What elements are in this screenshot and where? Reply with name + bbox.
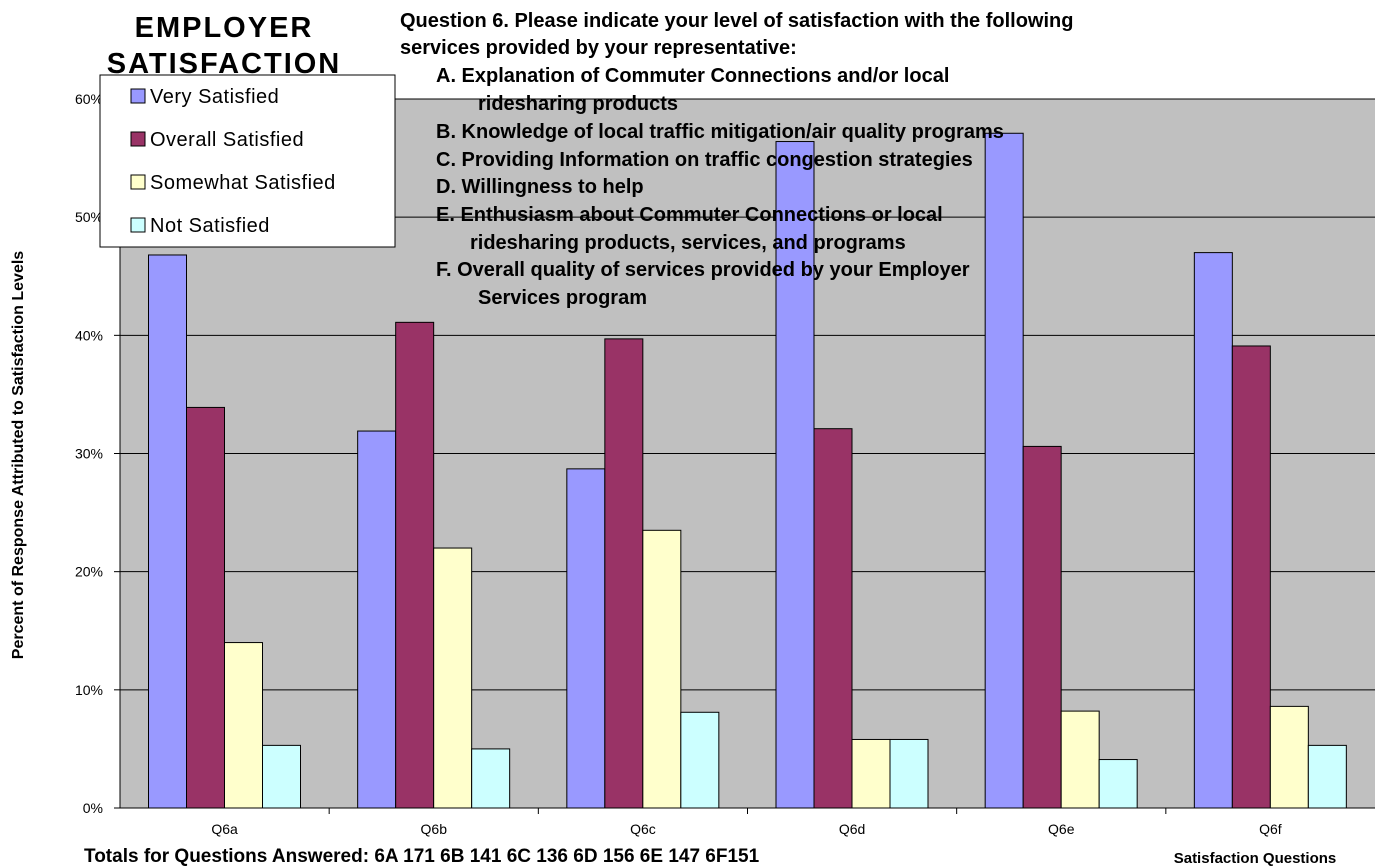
y-tick-label: 40%	[75, 327, 103, 343]
legend-label: Not Satisfied	[150, 215, 270, 237]
bar	[1231, 345, 1271, 809]
x-tick-label: Q6d	[839, 821, 865, 837]
x-tick-label: Q6b	[421, 821, 448, 837]
item-f-line-1: F. Overall quality of services provided …	[436, 259, 970, 281]
question-line-2: services provided by your representative…	[400, 37, 797, 59]
legend-label: Very Satisfied	[150, 86, 279, 108]
item-f-line-2: Services program	[478, 287, 647, 309]
item-c: C. Providing Information on traffic cong…	[436, 149, 973, 171]
y-tick-label: 20%	[75, 564, 103, 580]
item-e-line-2: ridesharing products, services, and prog…	[470, 232, 906, 254]
bar	[889, 738, 929, 809]
bar	[1022, 445, 1062, 809]
legend-label: Somewhat Satisfied	[150, 172, 336, 194]
bar	[680, 711, 720, 809]
y-tick-label: 30%	[75, 446, 103, 462]
bar	[1060, 710, 1100, 809]
axes: 0% 10% 20% 30% 40% 50% 60% Q6a Q6b Q6c Q6d Q6e Q6f	[75, 91, 1375, 837]
legend-box	[99, 74, 396, 248]
legend-items: Very Satisfied Overall Satisfied Somewhat …	[130, 86, 336, 237]
bar	[1098, 759, 1138, 809]
item-a-line-1: A. Explanation of Commuter Connections a…	[436, 65, 949, 87]
legend-swatch	[130, 131, 146, 147]
bar	[1269, 705, 1309, 809]
legend: Very Satisfied Overall Satisfied Somewhat …	[99, 74, 396, 248]
chart-title: EMPLOYER SATISFACTION	[107, 12, 340, 80]
y-tick-label: 60%	[75, 91, 103, 107]
item-a-line-2: ridesharing products	[478, 93, 678, 115]
bar	[813, 428, 853, 809]
bar	[357, 430, 397, 809]
y-tick-label: 0%	[83, 800, 103, 816]
footer-totals: Totals for Questions Answered: 6A 171 6B…	[84, 846, 760, 867]
legend-label: Overall Satisfied	[150, 129, 304, 151]
bar	[224, 642, 263, 809]
item-b: B. Knowledge of local traffic mitigation…	[436, 121, 1004, 143]
question-text: Question 6. Please indicate your level o…	[400, 10, 1073, 309]
bars	[148, 132, 1347, 809]
gridlines	[120, 98, 1375, 691]
bar	[775, 141, 815, 809]
bar	[148, 254, 187, 809]
bar	[642, 529, 682, 809]
x-axis-label: Satisfaction Questions	[1174, 850, 1337, 867]
chart-title-line-1: EMPLOYER	[135, 12, 314, 44]
item-e-line-1: E. Enthusiasm about Commuter Connections…	[436, 204, 943, 226]
bar	[566, 468, 606, 809]
y-axis-label: Percent of Response Attributed to Satisf…	[10, 251, 27, 659]
bar	[1193, 252, 1233, 809]
bar	[471, 748, 511, 809]
bar	[395, 321, 435, 809]
y-tick-label: 10%	[75, 682, 103, 698]
x-tick-label: Q6f	[1259, 821, 1282, 837]
bar	[984, 132, 1024, 809]
bar	[433, 547, 473, 809]
y-tick-label: 50%	[75, 209, 103, 225]
bar	[186, 406, 225, 809]
legend-swatch	[130, 88, 146, 104]
x-tick-label: Q6c	[630, 821, 656, 837]
bar	[262, 744, 301, 809]
x-tick-label: Q6e	[1048, 821, 1075, 837]
question-line-1: Question 6. Please indicate your level o…	[400, 10, 1073, 32]
bar	[1307, 744, 1347, 809]
bar	[851, 738, 891, 809]
item-d: D. Willingness to help	[436, 176, 644, 198]
legend-swatch	[130, 217, 146, 233]
bar	[604, 338, 644, 809]
x-tick-label: Q6a	[211, 821, 238, 837]
legend-swatch	[130, 174, 146, 190]
